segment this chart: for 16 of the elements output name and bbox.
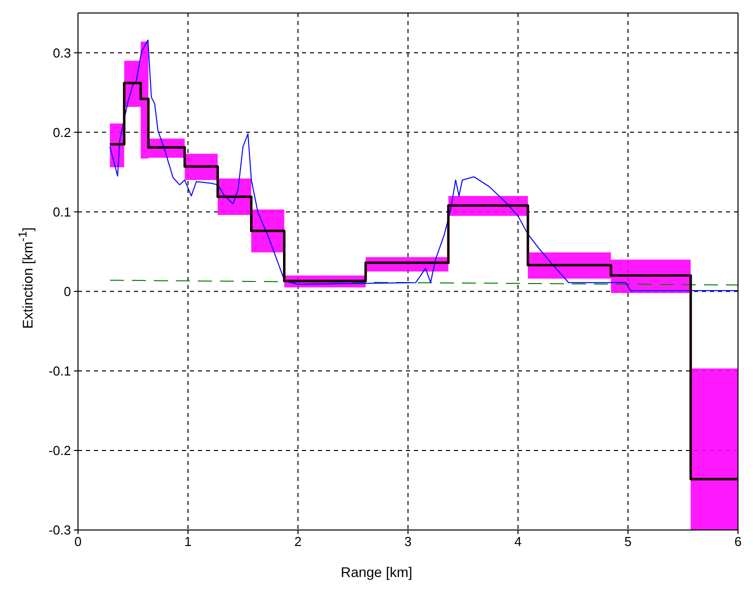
- x-tick-label: 6: [734, 534, 742, 550]
- x-tick-label: 1: [184, 534, 192, 550]
- x-tick-label: 2: [294, 534, 302, 550]
- x-tick-label: 3: [404, 534, 412, 550]
- y-tick-label: -0.3: [48, 522, 71, 538]
- y-tick-label: -0.2: [48, 443, 71, 458]
- line-series: [109, 40, 738, 292]
- y-tick-label: 0: [64, 284, 71, 299]
- y-tick-label: 0.3: [52, 45, 71, 60]
- y-tick-label: 0.1: [52, 204, 71, 220]
- x-axis-title: Range [km]: [340, 564, 414, 580]
- y-tick-label: -0.1: [48, 364, 71, 379]
- x-tick-label: 5: [624, 534, 632, 550]
- x-tick-label: 0: [74, 534, 82, 550]
- x-tick-label: 4: [514, 534, 522, 550]
- y-tick-label: 0.2: [52, 124, 71, 140]
